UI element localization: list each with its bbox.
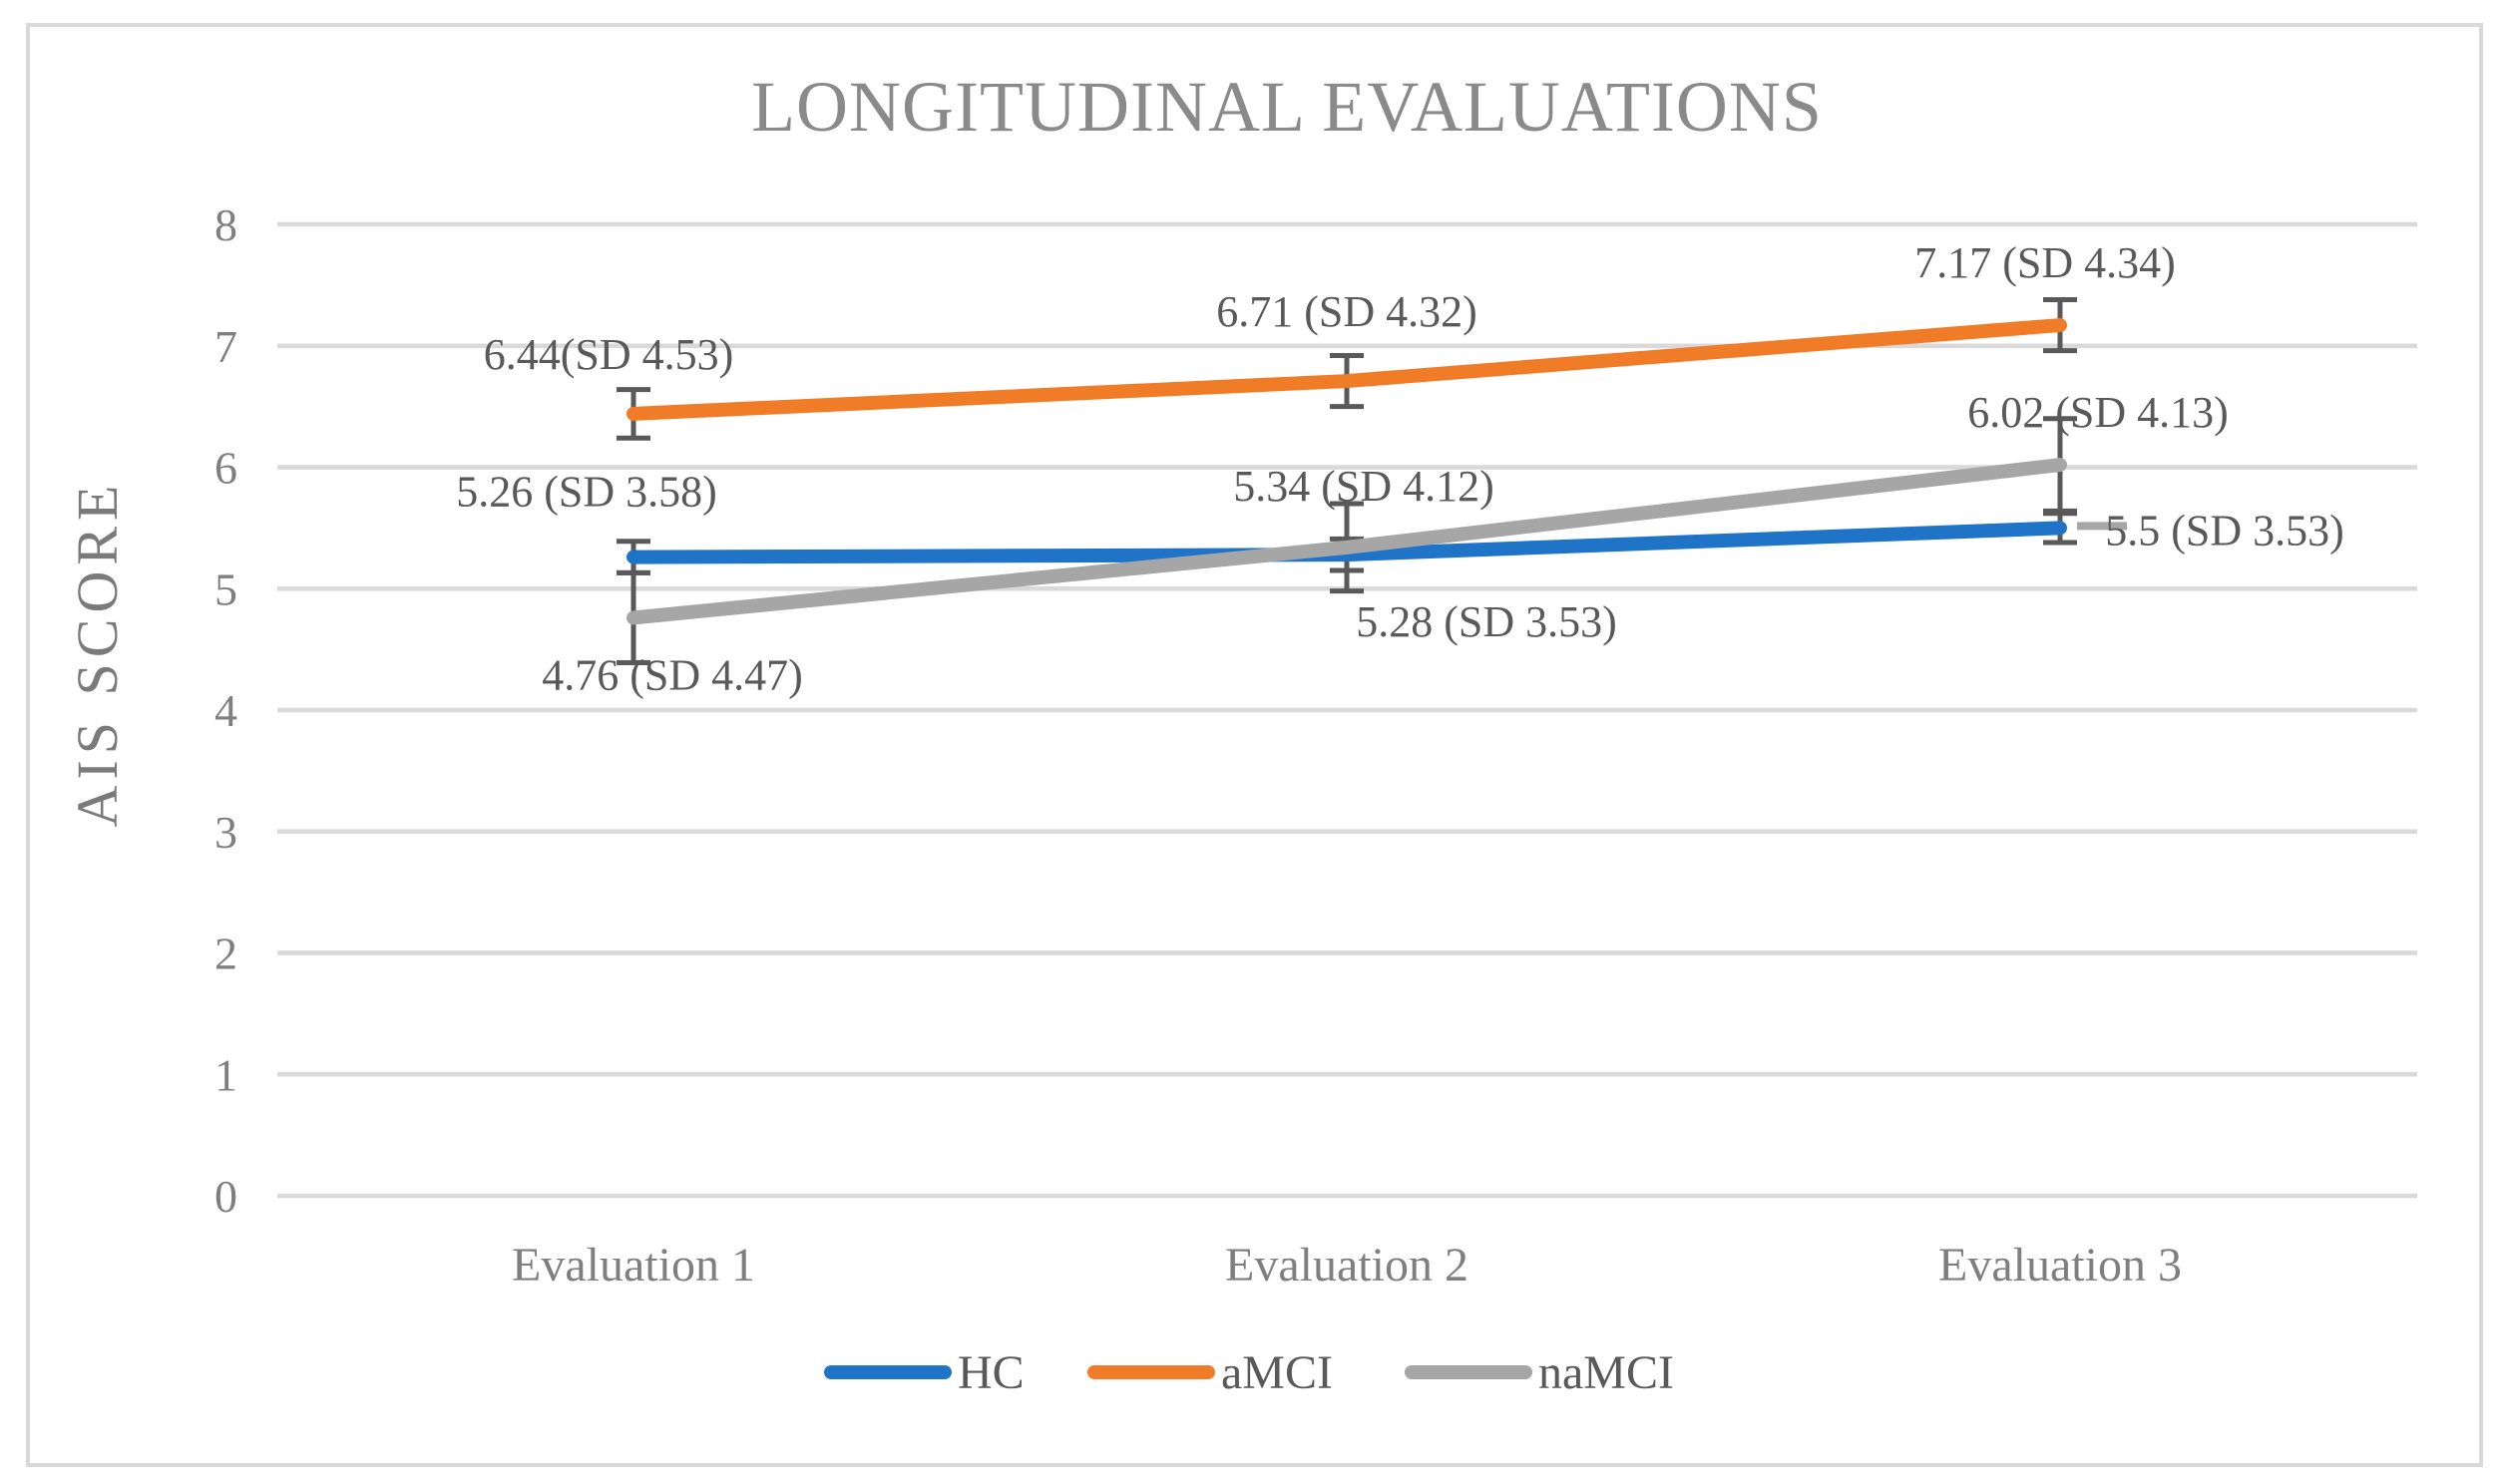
chart-title: LONGITUDINAL EVALUATIONS xyxy=(751,67,1823,147)
y-tick-label-6: 6 xyxy=(214,443,237,494)
legend-swatch-naMCI xyxy=(1405,1365,1532,1379)
legend-swatch-aMCI xyxy=(1087,1365,1215,1379)
y-tick-label-3: 3 xyxy=(214,807,237,858)
y-tick-label-0: 0 xyxy=(214,1171,237,1222)
series-line-naMCI xyxy=(626,458,2067,625)
y-tick-label-4: 4 xyxy=(214,685,237,736)
data-label-naMCI-3: 6.02 (SD 4.13) xyxy=(1967,388,2229,437)
legend-label-aMCI: aMCI xyxy=(1221,1346,1333,1399)
y-tick-label-8: 8 xyxy=(214,199,237,250)
series-line-HC xyxy=(626,521,2067,564)
y-axis-title: AIS SCORE xyxy=(65,480,130,828)
data-label-aMCI-1: 6.44(SD 4.53) xyxy=(484,330,734,379)
y-tick-label-2: 2 xyxy=(214,928,237,979)
data-label-HC-2: 5.28 (SD 3.53) xyxy=(1356,597,1617,646)
chart-border xyxy=(26,23,2483,1467)
y-tick-label-1: 1 xyxy=(214,1049,237,1100)
x-axis-label-1: Evaluation 1 xyxy=(512,1239,755,1292)
series-line-aMCI xyxy=(626,318,2067,421)
x-axis-label-3: Evaluation 3 xyxy=(1938,1239,2182,1292)
data-label-naMCI-2: 5.34 (SD 4.12) xyxy=(1233,462,1494,511)
y-tick-label-5: 5 xyxy=(214,563,237,614)
data-label-naMCI-1: 4.76 (SD 4.47) xyxy=(542,650,803,699)
data-label-HC-1: 5.26 (SD 3.58) xyxy=(456,468,717,517)
data-label-HC-3: 5.5 (SD 3.53) xyxy=(2105,506,2344,555)
y-tick-label-7: 7 xyxy=(214,321,237,372)
data-label-aMCI-2: 6.71 (SD 4.32) xyxy=(1216,287,1477,336)
legend-label-naMCI: naMCI xyxy=(1538,1346,1674,1399)
data-label-aMCI-3: 7.17 (SD 4.34) xyxy=(1914,238,2176,287)
legend-swatch-HC xyxy=(824,1365,952,1379)
x-axis-label-2: Evaluation 2 xyxy=(1225,1239,1468,1292)
legend-label-HC: HC xyxy=(958,1346,1025,1399)
